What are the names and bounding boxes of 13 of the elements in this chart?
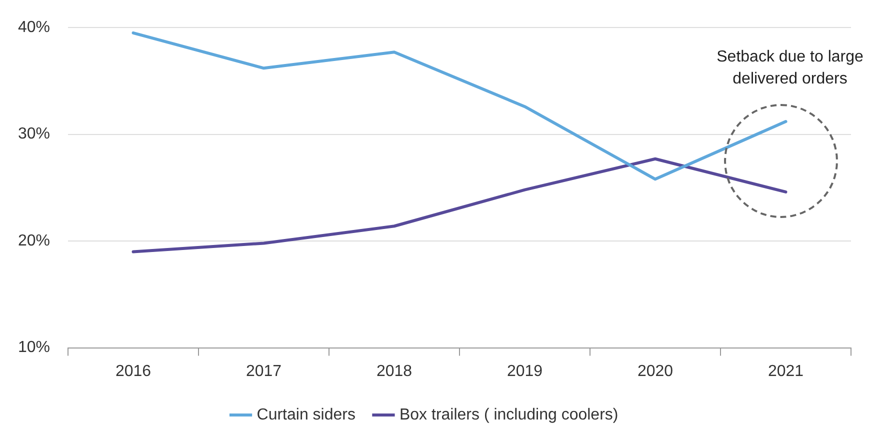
- annotation: Setback due to large delivered orders: [716, 48, 864, 88]
- x-tick-label: 2020: [637, 362, 674, 380]
- y-tick-label: 20%: [18, 232, 50, 250]
- legend-label: Curtain siders: [256, 406, 356, 424]
- legend-label: Box trailers ( including coolers): [399, 406, 618, 424]
- y-tick-label: 30%: [18, 126, 50, 143]
- x-tick-label: 2018: [376, 362, 412, 380]
- y-tick-label: 10%: [18, 339, 50, 356]
- x-tick-label: 2016: [115, 362, 152, 380]
- y-tick-label: 40%: [18, 19, 50, 36]
- x-tick-label: 2019: [506, 362, 543, 380]
- x-tick-label: 2021: [768, 362, 804, 380]
- x-tick-label: 2017: [246, 362, 282, 380]
